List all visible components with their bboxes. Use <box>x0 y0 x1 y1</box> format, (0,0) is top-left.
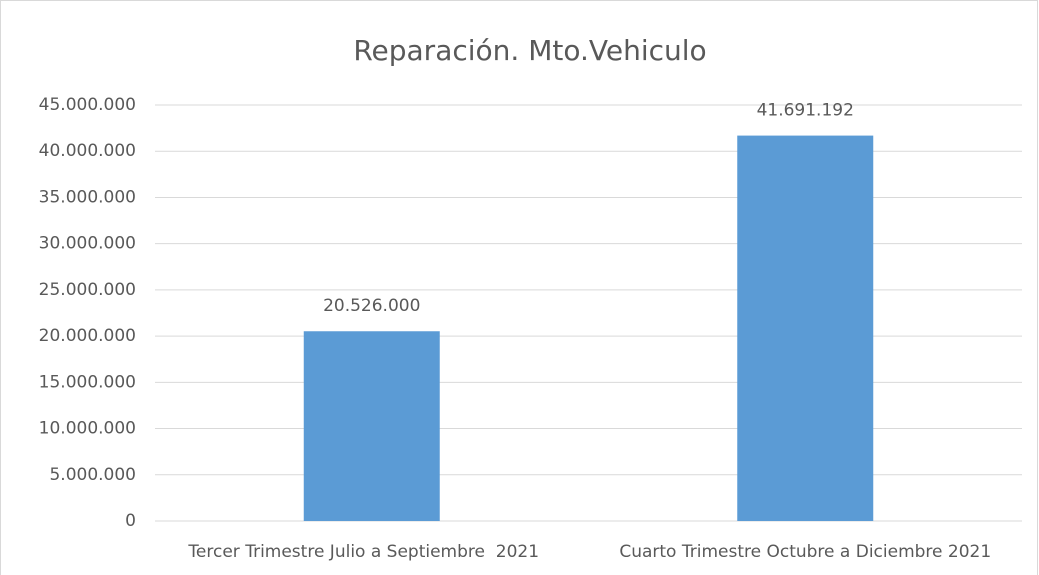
y-tick-label: 45.000.000 <box>39 95 136 115</box>
y-tick-label: 20.000.000 <box>39 326 136 346</box>
data-label: 20.526.000 <box>323 296 420 316</box>
y-tick-label: 5.000.000 <box>49 465 136 485</box>
y-tick-label: 0 <box>125 511 136 531</box>
x-tick-label: Cuarto Trimestre Octubre a Diciembre 202… <box>619 542 991 562</box>
y-tick-label: 30.000.000 <box>39 234 136 254</box>
bar <box>303 331 440 521</box>
chart-title: Reparación. Mto.Vehiculo <box>353 34 706 67</box>
data-label: 41.691.192 <box>757 101 854 121</box>
y-tick-label: 35.000.000 <box>39 187 136 207</box>
y-tick-label: 15.000.000 <box>39 372 136 392</box>
y-tick-label: 25.000.000 <box>39 280 136 300</box>
y-tick-label: 40.000.000 <box>39 141 136 161</box>
x-tick-label: Tercer Trimestre Julio a Septiembre 2021 <box>187 542 539 562</box>
y-tick-label: 10.000.000 <box>39 419 136 439</box>
bar <box>737 135 874 522</box>
